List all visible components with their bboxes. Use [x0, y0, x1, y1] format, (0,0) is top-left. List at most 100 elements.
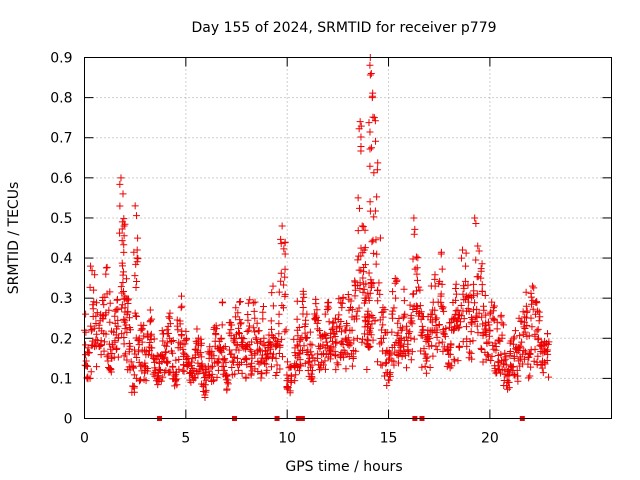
data-point [373, 250, 381, 258]
data-point [313, 306, 321, 314]
data-point [541, 341, 549, 349]
data-point [120, 288, 128, 296]
data-point [347, 350, 355, 358]
data-point [293, 360, 301, 368]
data-point [87, 262, 95, 270]
data-point [388, 310, 396, 318]
data-point [403, 364, 411, 372]
data-point [482, 356, 490, 364]
data-point [324, 299, 332, 307]
data-point [378, 338, 386, 346]
data-point [396, 335, 404, 343]
data-point [163, 359, 171, 367]
data-point [290, 335, 298, 343]
data-point [367, 324, 375, 332]
data-point [281, 239, 289, 247]
data-point [225, 329, 233, 337]
data-point [399, 314, 407, 322]
data-point [323, 306, 331, 314]
data-point [135, 377, 143, 385]
data-point [308, 361, 316, 369]
x-tick-label: 5 [181, 431, 190, 447]
data-point [394, 352, 402, 360]
data-point [486, 327, 494, 335]
data-point [534, 352, 542, 360]
data-point [497, 350, 505, 358]
data-point [442, 324, 450, 332]
data-point [375, 279, 383, 287]
data-point [220, 344, 228, 352]
data-point [120, 215, 128, 223]
data-point [275, 350, 283, 358]
data-point [119, 262, 127, 270]
data-point [251, 328, 259, 336]
data-point [369, 279, 377, 287]
data-point [235, 346, 243, 354]
data-point [404, 340, 412, 348]
data-point [371, 317, 379, 325]
data-point [361, 226, 369, 234]
data-point [135, 334, 143, 342]
data-point [521, 348, 529, 356]
data-point [376, 290, 384, 298]
data-point [227, 326, 235, 334]
data-point [106, 318, 114, 326]
data-point [481, 328, 489, 336]
data-point [314, 350, 322, 358]
data-point [532, 298, 540, 306]
data-point [365, 269, 373, 277]
data-point [127, 358, 135, 366]
data-point [527, 300, 535, 308]
data-point [534, 307, 542, 315]
data-point [278, 353, 286, 361]
data-point [172, 376, 180, 384]
data-point [277, 240, 285, 248]
data-point [122, 275, 130, 283]
data-point [262, 360, 270, 368]
data-point [414, 254, 422, 262]
data-point [390, 361, 398, 369]
data-point [376, 234, 384, 242]
data-point [214, 366, 222, 374]
data-point [335, 295, 343, 303]
x-tick-label: 20 [481, 431, 499, 447]
data-point [538, 364, 546, 372]
data-point [536, 313, 544, 321]
data-point [251, 298, 259, 306]
data-point [240, 356, 248, 364]
data-point [259, 351, 267, 359]
data-point [433, 346, 441, 354]
data-point [516, 344, 524, 352]
data-point [293, 315, 301, 323]
data-point [342, 365, 350, 373]
data-point [385, 356, 393, 364]
data-point [354, 194, 362, 202]
data-point [294, 332, 302, 340]
data-point [92, 336, 100, 344]
data-point [496, 369, 504, 377]
data-point [234, 354, 242, 362]
data-point [114, 316, 122, 324]
data-point [303, 310, 311, 318]
data-point [331, 333, 339, 341]
data-point [518, 338, 526, 346]
data-point [354, 227, 362, 235]
data-point [535, 334, 543, 342]
data-point [84, 344, 92, 352]
data-point [338, 304, 346, 312]
data-point [409, 306, 417, 314]
data-point [393, 276, 401, 284]
data-point [482, 325, 490, 333]
data-point [403, 326, 411, 334]
data-point [234, 309, 242, 317]
data-point [277, 235, 285, 243]
data-point [493, 325, 501, 333]
data-point [299, 347, 307, 355]
x-tick-label: 0 [80, 431, 89, 447]
data-point [509, 335, 517, 343]
data-point [287, 363, 295, 371]
data-point [431, 306, 439, 314]
data-point [459, 246, 467, 254]
data-point [494, 336, 502, 344]
